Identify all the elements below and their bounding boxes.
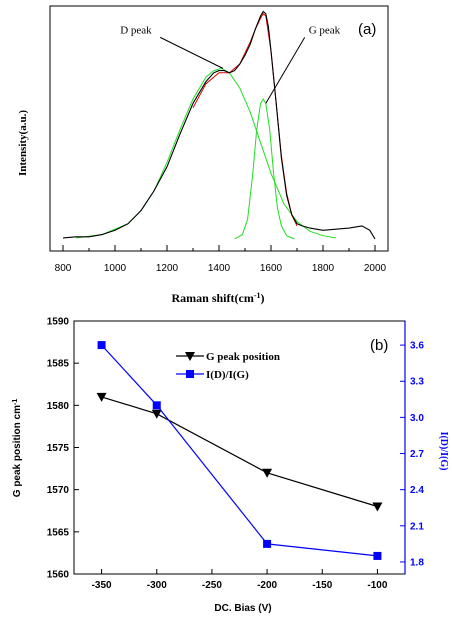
annotation-pointer xyxy=(159,36,224,69)
plot-area-a xyxy=(49,5,389,252)
peak-annotations: D peak G peak xyxy=(120,24,341,104)
data-point-square xyxy=(263,539,272,548)
x-tick-label-b: -300 xyxy=(147,580,167,591)
panel-label-b: (b) xyxy=(370,337,388,354)
x-axis-ticks-b: -350 -300 -250 -200 -150 -100 xyxy=(92,569,388,591)
y-tick-label-left: 1580 xyxy=(47,401,70,412)
data-point-triangle xyxy=(262,468,273,478)
y-tick-label-right: 2.7 xyxy=(410,449,424,460)
series-line xyxy=(101,396,378,508)
annotation-label: G peak xyxy=(309,24,341,36)
right-axis-ticks-b: 1.8 2.1 2.4 2.7 3.0 3.3 3.6 xyxy=(400,321,424,574)
bias-chart: 1560 1565 1570 1575 1580 1585 1590 1.8 2.1 2.4 2.… xyxy=(12,317,450,615)
x-tick-label-b: -200 xyxy=(257,580,277,591)
x-tick-label-a: 1600 xyxy=(260,263,283,274)
y-tick-label-left: 1560 xyxy=(47,570,70,581)
y-tick-label-right: 3.3 xyxy=(410,377,424,388)
x-axis-ticks-a: 800 1000 1200 1400 1600 1800 2000 xyxy=(55,245,387,274)
x-tick-label-b: -150 xyxy=(312,580,332,591)
x-tick-label-a: 1800 xyxy=(312,263,335,274)
y-tick-label-left: 1570 xyxy=(47,485,70,496)
y-axis-title-b: G peak position cm-1 xyxy=(12,399,24,498)
y-tick-label-left: 1575 xyxy=(47,443,70,454)
y-tick-label-right: 3.0 xyxy=(410,413,424,424)
x-tick-label-a: 2000 xyxy=(364,263,387,274)
y-axis-title-a: Intensity(a.u.) xyxy=(17,110,29,176)
data-point-square xyxy=(152,401,161,410)
legend-label: I(D)/I(G) xyxy=(206,369,249,381)
y-tick-label-right: 2.1 xyxy=(410,521,424,532)
spectrum-curves xyxy=(62,10,376,240)
x-axis-title-b: DC. Bias (V) xyxy=(214,603,271,614)
legend-label: G peak position xyxy=(206,351,280,363)
data-point-triangle xyxy=(151,409,162,419)
x-tick-label-a: 1400 xyxy=(208,263,231,274)
left-axis-ticks-b: 1560 1565 1570 1575 1580 1585 1590 xyxy=(47,317,79,581)
y-tick-label-right: 3.6 xyxy=(410,341,424,352)
x-tick-label-b: -250 xyxy=(202,580,222,591)
annotation-pointer xyxy=(265,37,306,104)
y-tick-label-left: 1565 xyxy=(47,527,70,538)
series-line-measured xyxy=(62,10,376,240)
data-point-square xyxy=(373,551,382,560)
plot-area-b xyxy=(73,320,406,575)
legend-marker-square xyxy=(186,370,194,378)
series-line-G-band-component xyxy=(234,98,295,240)
x-tick-label-a: 1200 xyxy=(156,263,179,274)
panel-label-a: (a) xyxy=(358,21,376,38)
legend-marker-triangle xyxy=(185,352,195,361)
data-point-triangle xyxy=(96,392,107,402)
x-tick-label-a: 800 xyxy=(55,263,72,274)
x-axis-title-a: Raman shift(cm-1) xyxy=(172,291,265,306)
y-tick-label-right: 1.8 xyxy=(410,557,424,568)
y-tick-label-right: 2.4 xyxy=(410,485,424,496)
x-tick-label-b: -350 xyxy=(92,580,112,591)
data-point-square xyxy=(97,341,106,350)
y2-axis-title-b: I(D)/I(G) xyxy=(438,432,449,471)
annotation-label: D peak xyxy=(120,24,152,36)
data-point-triangle xyxy=(372,502,383,512)
x-tick-label-b: -100 xyxy=(367,580,387,591)
legend: G peak position I(D)/I(G) xyxy=(176,351,280,381)
x-tick-label-a: 1000 xyxy=(104,263,127,274)
raman-spectrum-chart: 800 1000 1200 1400 1600 1800 2000 D peak G peak… xyxy=(17,5,389,306)
bias-series xyxy=(96,341,383,560)
y-tick-label-left: 1590 xyxy=(47,317,70,328)
series-line xyxy=(101,344,378,557)
y-tick-label-left: 1585 xyxy=(47,359,70,370)
